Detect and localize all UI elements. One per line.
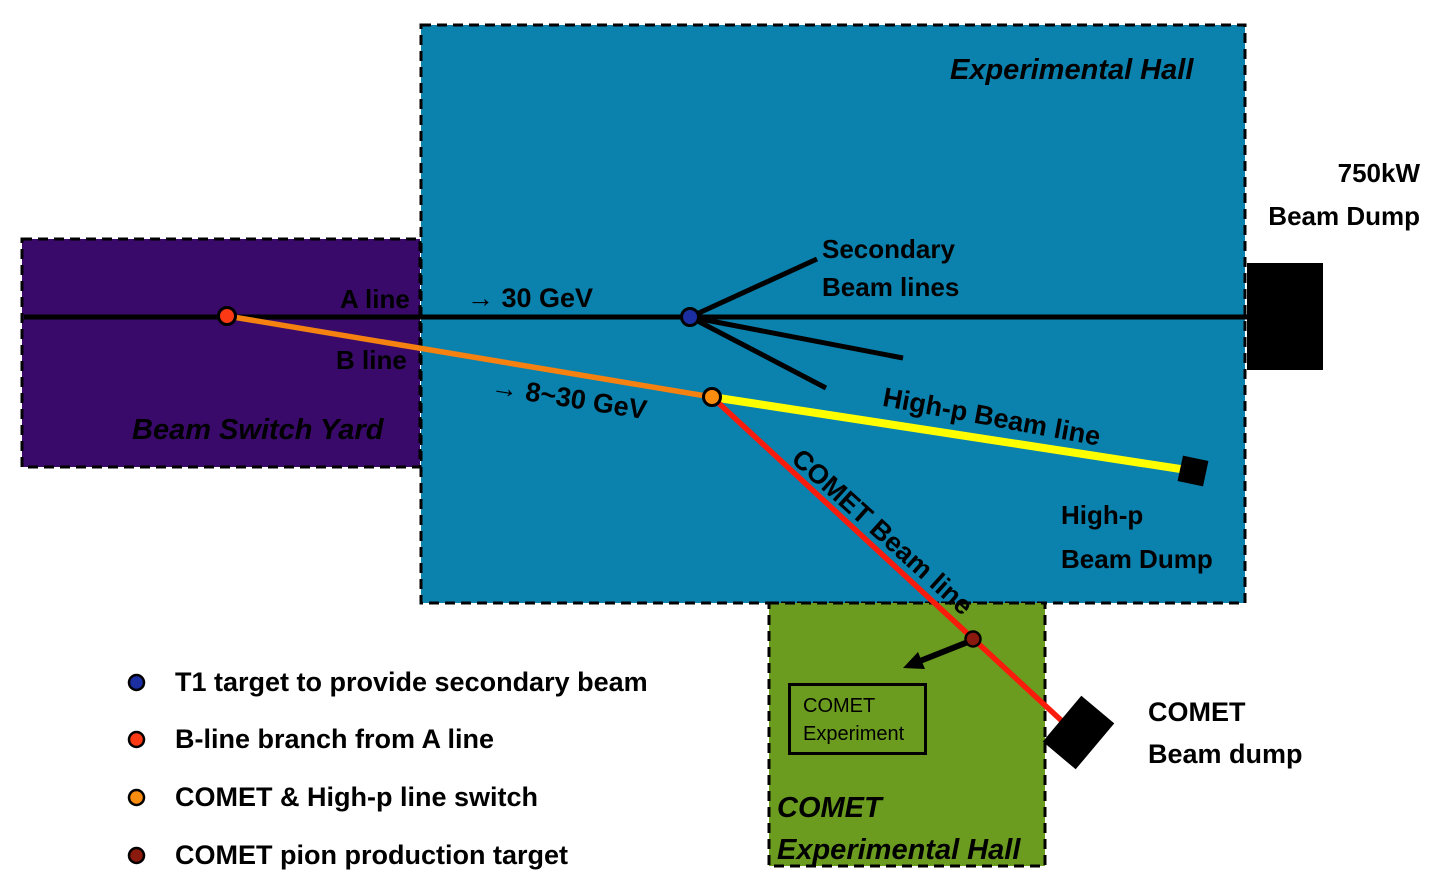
b-line-beam (226, 313, 713, 400)
legend-label-pion-target: COMET pion production target (175, 839, 568, 870)
comet-beam-dump-block (1042, 695, 1115, 770)
secondary-label-line2: Beam lines (822, 272, 960, 302)
comet-experiment-box: COMET Experiment (788, 683, 927, 755)
a-line-energy-label: → 30 GeV (467, 283, 594, 313)
high-p-beam-dump-block (1177, 455, 1209, 487)
line-switch-dot (702, 387, 722, 407)
comet-experiment-box-line2: Experiment (803, 723, 905, 745)
secondary-beam-line-3 (688, 314, 828, 391)
comet-hall-label-line2: Experimental Hall (777, 834, 1021, 866)
comet-experimental-hall-region (767, 601, 1047, 868)
pion-production-target-dot (964, 630, 982, 648)
high-p-dump-label-line1: High-p (1061, 500, 1144, 530)
extraction-arrow-shaft (918, 637, 975, 664)
main-beam-dump-block (1247, 263, 1323, 370)
secondary-beam-line-1 (688, 256, 819, 320)
b-line-branch-legend-dot-icon (127, 730, 146, 748)
main-beam-dump-label-line1: 750kW (1337, 158, 1420, 188)
comet-hall-label: COMET Experimental Hall (777, 787, 1020, 871)
main-beam-dump-label-line2: Beam Dump (1268, 201, 1420, 231)
b-line-label: B line (336, 345, 407, 375)
comet-dump-label-line2: Beam dump (1148, 739, 1303, 769)
comet-experiment-box-line1: COMET (803, 695, 876, 717)
secondary-label-line1: Secondary (822, 234, 955, 264)
high-p-dump-label-line2: Beam Dump (1061, 544, 1213, 574)
t1-target-dot (680, 307, 700, 327)
main-beam-dump-label: 750kW Beam Dump (1242, 152, 1420, 238)
comet-dump-label-line1: COMET (1148, 697, 1246, 727)
legend-label-line-switch: COMET & High-p line switch (175, 781, 538, 812)
line-switch-legend-dot-icon (127, 788, 146, 806)
b-line-branch-dot (217, 306, 237, 326)
high-p-beam-line (711, 393, 1188, 474)
legend-label-t1-target: T1 target to provide secondary beam (175, 666, 648, 697)
high-p-beam-dump-label: High-p Beam Dump (1061, 493, 1213, 581)
secondary-beam-lines-label: Secondary Beam lines (822, 230, 959, 306)
a-line-label: A line (340, 284, 410, 314)
beam-switch-yard-label: Beam Switch Yard (132, 414, 384, 446)
t1-target-legend-dot-icon (127, 673, 146, 691)
legend-label-b-line-branch: B-line branch from A line (175, 723, 495, 754)
legend-item-b-line-branch: B-line branch from A line (126, 723, 494, 755)
beam-switch-yard-region (20, 237, 422, 469)
comet-hall-label-line1: COMET (777, 792, 882, 824)
legend-item-line-switch: COMET & High-p line switch (126, 781, 538, 813)
comet-beam-line (710, 394, 1065, 725)
legend-item-t1-target: T1 target to provide secondary beam (126, 666, 648, 698)
extraction-arrow-head (903, 652, 925, 669)
experimental-hall-label: Experimental Hall (950, 54, 1194, 86)
pion-target-legend-dot-icon (127, 846, 146, 864)
comet-beam-dump-label: COMET Beam dump (1148, 691, 1303, 775)
legend-item-pion-target: COMET pion production target (126, 839, 568, 871)
secondary-beam-line-2 (689, 314, 904, 361)
